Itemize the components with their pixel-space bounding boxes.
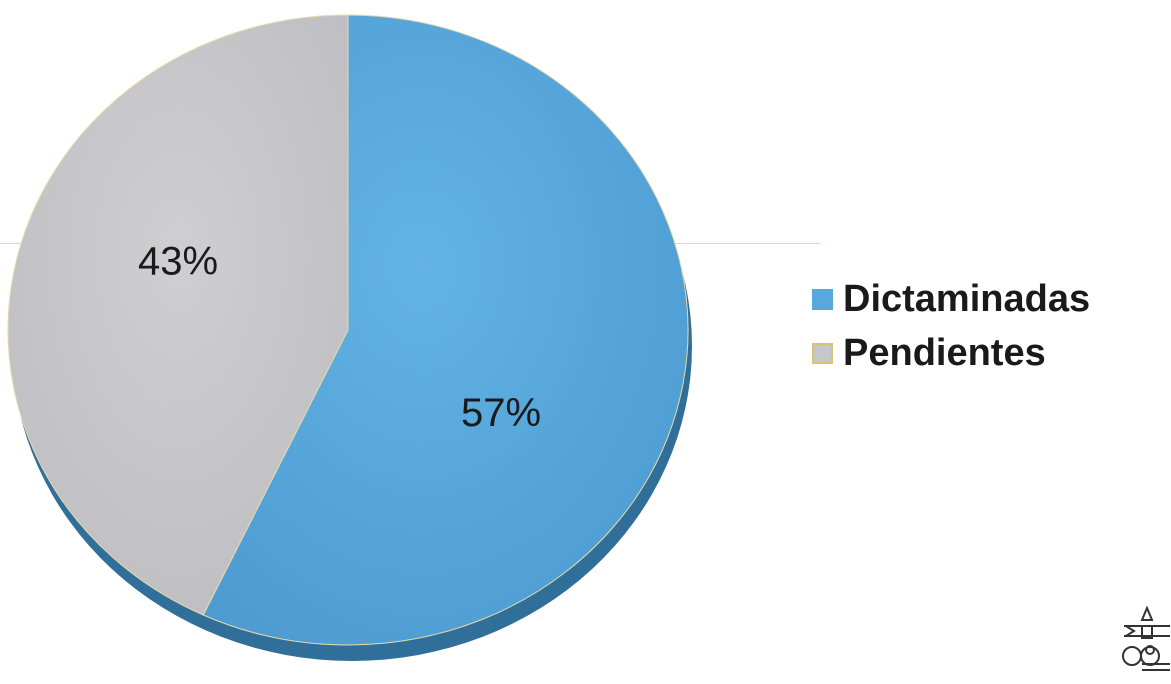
- legend-item-pendientes: Pendientes: [812, 326, 1090, 380]
- legend-item-dictaminadas: Dictaminadas: [812, 272, 1090, 326]
- legend-label-dictaminadas: Dictaminadas: [843, 278, 1091, 320]
- legend-label-pendientes: Pendientes: [843, 332, 1046, 374]
- legend-swatch-pendientes: [812, 342, 833, 364]
- legend-swatch-dictaminadas: [812, 288, 833, 310]
- pie-label-pendientes: 43%: [138, 240, 218, 284]
- legend: Dictaminadas Pendientes: [812, 272, 1090, 380]
- seal-stamp-icon: [1122, 606, 1170, 671]
- pie-slice-dictaminadas: [202, 14, 689, 646]
- pie-chart: 57% 43%: [7, 14, 692, 661]
- pie-slice-pendientes: [7, 14, 349, 616]
- pie-labels: 57% 43%: [138, 240, 541, 435]
- pie-label-dictaminadas: 57%: [461, 391, 541, 435]
- pie-slices: [7, 14, 689, 646]
